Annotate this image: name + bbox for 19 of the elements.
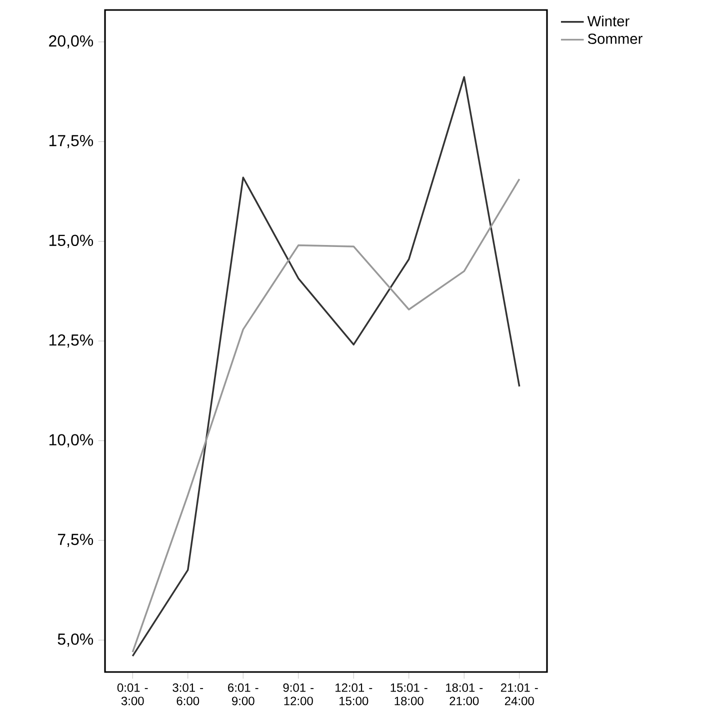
legend-label: Sommer <box>588 34 642 44</box>
y-tick-label: 15,0% <box>49 234 94 248</box>
x-tick-label: 18:01 - 21:00 <box>446 683 483 706</box>
x-tick-label: 21:01 - 24:00 <box>500 683 538 706</box>
y-tick-label: 17,5% <box>49 135 94 148</box>
line-series <box>132 178 520 653</box>
x-tick-label: 6:01 - 9:00 <box>228 683 258 706</box>
x-tick-label: 0:01 - 3:00 <box>117 683 148 706</box>
x-tick-label: 3:01 - 6:00 <box>172 683 204 706</box>
legend-label: Winter <box>587 16 630 26</box>
y-tick-label: 5,0% <box>58 633 94 647</box>
x-tick-label: 15:01 - 18:00 <box>390 683 428 706</box>
y-tick-label: 7,5% <box>58 534 94 547</box>
x-tick-label: 9:01 - 12:00 <box>283 683 314 706</box>
y-tick-label: 20,0% <box>49 35 94 49</box>
y-tick-label: 12,5% <box>49 334 94 348</box>
x-tick-label: 12:01 - 15:00 <box>336 683 372 706</box>
line-series <box>132 76 520 657</box>
y-tick-label: 10,0% <box>49 434 94 448</box>
